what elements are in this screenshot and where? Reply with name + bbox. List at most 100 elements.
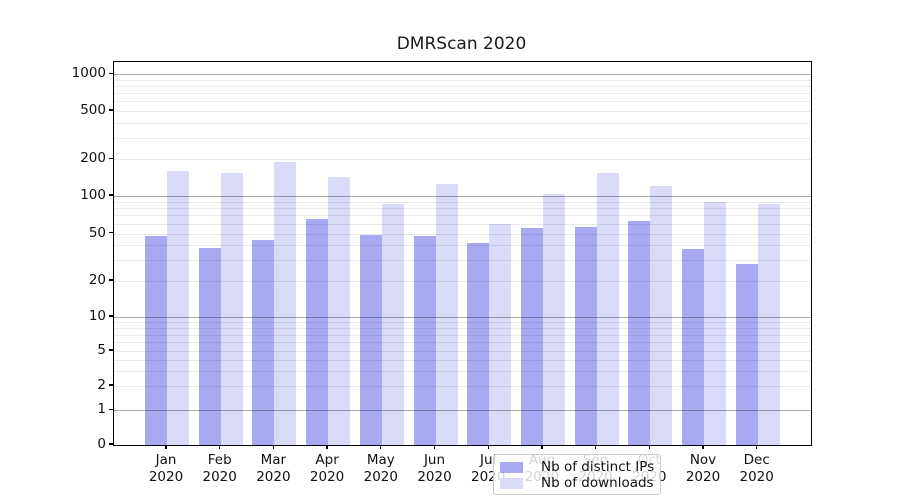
gridline-minor	[114, 386, 811, 387]
bar-distinct-ips-jun	[413, 235, 436, 445]
legend-label: Nb of downloads	[541, 475, 654, 491]
legend: Nb of distinct IPs Nb of downloads	[493, 454, 661, 495]
bar-downloads-nov	[704, 202, 726, 445]
gridline-minor	[114, 86, 811, 88]
y-tick-label-0: 0	[97, 436, 106, 452]
y-tick-label-2: 2	[97, 377, 106, 393]
gridline-minor	[114, 215, 811, 217]
x-tick-label-jan: Jan 2020	[148, 452, 184, 485]
gridline-minor	[114, 342, 811, 344]
bar-distinct-ips-jul	[467, 242, 490, 445]
gridline-minor	[114, 260, 811, 262]
y-tick-label-1000: 1000	[71, 65, 106, 82]
y-tick-mark	[109, 408, 113, 410]
bar-distinct-ips-may	[359, 234, 382, 445]
gridline-major	[114, 317, 811, 318]
x-tick-mark	[594, 445, 597, 449]
y-tick-label-1: 1	[97, 401, 106, 418]
bar-distinct-ips-apr	[306, 219, 329, 445]
bar-downloads-feb	[220, 172, 243, 445]
y-tick-mark	[109, 157, 113, 159]
gridline-minor	[114, 223, 811, 225]
bar-distinct-ips-aug	[520, 227, 543, 445]
gridline-minor	[114, 93, 811, 95]
y-tick-label-20: 20	[88, 272, 106, 288]
gridline-minor	[114, 79, 811, 81]
gridline-minor	[114, 322, 811, 324]
y-tick-label-10: 10	[88, 308, 106, 324]
plot-area: Nb of distinct IPs Nb of downloads	[113, 61, 812, 495]
gridline-minor	[114, 351, 811, 352]
bar-downloads-mar	[274, 162, 297, 445]
y-tick-mark	[109, 349, 113, 351]
x-tick-label-mar: Mar 2020	[256, 452, 291, 485]
x-tick-label-feb: Feb 2020	[202, 452, 237, 485]
bar-downloads-jun	[435, 184, 458, 445]
bar-downloads-aug	[542, 193, 565, 445]
x-tick-mark	[380, 445, 382, 449]
x-tick-mark	[433, 445, 436, 449]
gridline-major	[114, 74, 811, 76]
y-tick-label-100: 100	[80, 187, 106, 203]
y-tick-label-200: 200	[80, 150, 106, 167]
gridline-minor	[114, 208, 811, 210]
legend-item-downloads: Nb of downloads	[500, 475, 654, 491]
legend-label: Nb of distinct IPs	[541, 459, 655, 475]
bar-downloads-sep	[596, 173, 619, 445]
legend-item-distinct-ips: Nb of distinct IPs	[500, 459, 654, 475]
bar-distinct-ips-mar	[252, 240, 275, 445]
y-tick-mark	[109, 384, 113, 386]
gridline-minor	[114, 245, 811, 247]
y-tick-mark	[109, 194, 113, 196]
gridline-minor	[114, 122, 811, 124]
bar-distinct-ips-sep	[574, 226, 597, 445]
bar-distinct-ips-dec	[735, 263, 758, 445]
x-tick-mark	[487, 445, 489, 449]
x-tick-mark	[702, 445, 704, 449]
bar-distinct-ips-feb	[198, 247, 221, 445]
bar-distinct-ips-nov	[682, 249, 704, 445]
gridline-minor	[114, 137, 811, 139]
y-tick-label-5: 5	[97, 342, 106, 358]
bar-downloads-jul	[489, 223, 512, 445]
gridline-major	[114, 410, 811, 412]
gridline-minor	[114, 327, 811, 329]
bar-downloads-oct	[650, 185, 673, 445]
y-tick-mark	[109, 232, 113, 234]
gridline-major	[114, 196, 811, 197]
x-tick-label-nov: Nov 2020	[685, 452, 721, 485]
chart-title: DMRScan 2020	[396, 34, 527, 54]
x-tick-label-jun: Jun 2020	[417, 452, 452, 485]
bar-distinct-ips-oct	[628, 221, 651, 445]
x-tick-mark	[272, 445, 275, 449]
gridline-minor	[114, 281, 811, 282]
y-tick-label-500: 500	[80, 102, 106, 118]
y-tick-mark	[109, 72, 113, 74]
x-tick-mark	[648, 445, 650, 449]
y-tick-label-50: 50	[88, 224, 106, 241]
x-tick-label-dec: Dec 2020	[739, 452, 774, 485]
bar-distinct-ips-jan	[145, 235, 167, 445]
gridline-minor	[114, 111, 811, 112]
bar-downloads-apr	[328, 177, 351, 445]
x-tick-mark	[756, 445, 758, 449]
y-tick-mark	[109, 443, 113, 445]
gridline-minor	[114, 201, 811, 203]
gridline-minor	[114, 359, 811, 361]
bar-downloads-dec	[757, 203, 780, 445]
x-tick-mark	[541, 445, 543, 449]
gridline-minor	[114, 101, 811, 103]
y-tick-mark	[109, 279, 113, 281]
bar-downloads-jan	[167, 171, 189, 445]
gridline-minor	[114, 334, 811, 336]
x-tick-label-apr: Apr 2020	[309, 452, 345, 485]
x-tick-mark	[219, 445, 221, 449]
legend-swatch-distinct-ips	[500, 461, 523, 473]
y-tick-mark	[109, 315, 113, 317]
gridline-minor	[114, 370, 811, 372]
y-tick-mark	[109, 109, 113, 111]
x-tick-mark	[326, 445, 328, 449]
bar-downloads-may	[381, 204, 404, 445]
gridline-minor	[114, 233, 811, 235]
